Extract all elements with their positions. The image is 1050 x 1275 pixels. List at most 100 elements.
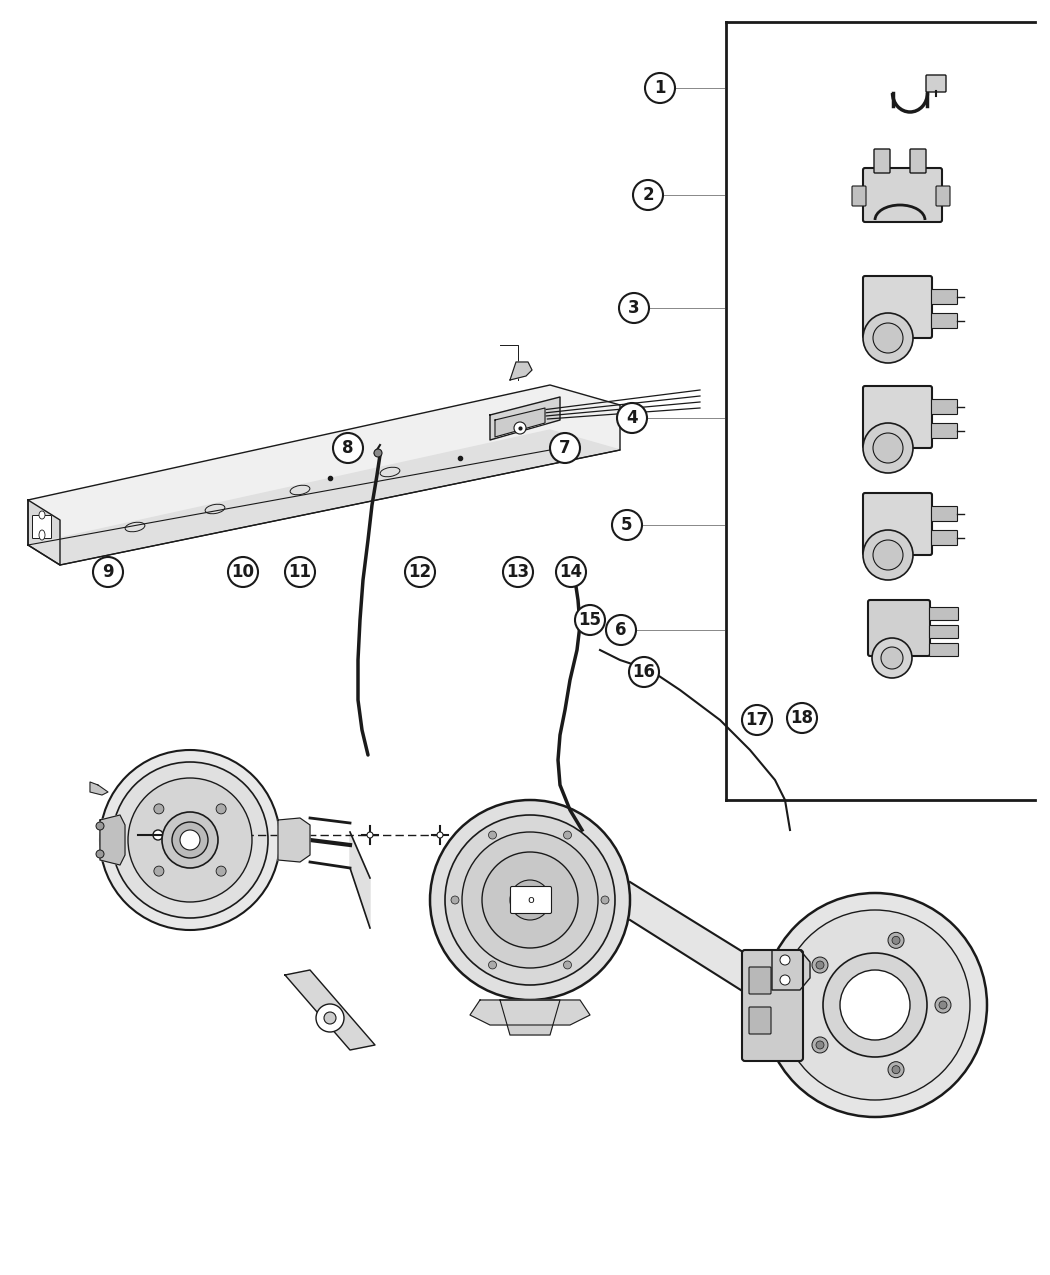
Circle shape (812, 958, 828, 973)
Text: 16: 16 (632, 663, 655, 681)
FancyBboxPatch shape (742, 950, 803, 1061)
FancyBboxPatch shape (929, 644, 959, 657)
Circle shape (100, 750, 280, 929)
FancyBboxPatch shape (910, 149, 926, 173)
Circle shape (452, 896, 459, 904)
Circle shape (488, 831, 497, 839)
Polygon shape (628, 882, 795, 983)
Circle shape (612, 510, 642, 541)
Circle shape (863, 530, 914, 580)
Circle shape (550, 434, 580, 463)
FancyBboxPatch shape (868, 601, 930, 657)
FancyBboxPatch shape (863, 386, 932, 448)
Circle shape (863, 423, 914, 473)
Circle shape (873, 541, 903, 570)
Circle shape (939, 1001, 947, 1009)
Circle shape (324, 1012, 336, 1024)
Circle shape (228, 557, 258, 586)
FancyBboxPatch shape (863, 493, 932, 555)
Circle shape (96, 850, 104, 858)
Circle shape (96, 822, 104, 830)
Circle shape (374, 449, 382, 456)
Text: 11: 11 (289, 564, 312, 581)
FancyBboxPatch shape (863, 168, 942, 222)
Circle shape (503, 557, 533, 586)
Circle shape (881, 646, 903, 669)
Polygon shape (278, 819, 310, 862)
Text: 1: 1 (654, 79, 666, 97)
Polygon shape (630, 882, 793, 1023)
Circle shape (788, 703, 817, 733)
Circle shape (180, 830, 200, 850)
Circle shape (606, 615, 636, 645)
Text: 15: 15 (579, 611, 602, 629)
Circle shape (445, 815, 615, 986)
FancyBboxPatch shape (931, 423, 958, 439)
Text: 5: 5 (622, 516, 633, 534)
Circle shape (172, 822, 208, 858)
Text: 9: 9 (102, 564, 113, 581)
Circle shape (162, 812, 218, 868)
FancyBboxPatch shape (931, 314, 958, 329)
Circle shape (216, 866, 226, 876)
Polygon shape (350, 833, 370, 928)
FancyBboxPatch shape (749, 966, 771, 995)
Circle shape (437, 833, 443, 838)
Text: 4: 4 (626, 409, 637, 427)
Ellipse shape (39, 511, 45, 519)
Polygon shape (28, 500, 60, 565)
Circle shape (153, 830, 163, 840)
Polygon shape (495, 408, 545, 437)
Circle shape (888, 932, 904, 949)
FancyBboxPatch shape (931, 530, 958, 546)
Polygon shape (28, 430, 620, 565)
Circle shape (823, 952, 927, 1057)
Circle shape (601, 896, 609, 904)
Circle shape (742, 705, 772, 734)
Circle shape (112, 762, 268, 918)
Polygon shape (772, 950, 810, 989)
Text: 10: 10 (231, 564, 254, 581)
Polygon shape (285, 970, 375, 1051)
Text: 17: 17 (746, 711, 769, 729)
FancyBboxPatch shape (863, 275, 932, 338)
Circle shape (514, 422, 526, 434)
Polygon shape (90, 782, 108, 796)
Circle shape (934, 997, 951, 1014)
Circle shape (780, 955, 790, 965)
Circle shape (873, 434, 903, 463)
FancyBboxPatch shape (931, 399, 958, 414)
Circle shape (863, 312, 914, 363)
Text: 18: 18 (791, 709, 814, 727)
Circle shape (462, 833, 598, 968)
Circle shape (812, 1037, 828, 1053)
Circle shape (93, 557, 123, 586)
Circle shape (780, 910, 970, 1100)
FancyBboxPatch shape (874, 149, 890, 173)
FancyBboxPatch shape (931, 289, 958, 305)
Circle shape (333, 434, 363, 463)
FancyBboxPatch shape (510, 886, 551, 913)
Text: 2: 2 (643, 186, 654, 204)
Circle shape (510, 880, 550, 921)
Polygon shape (500, 1000, 560, 1035)
Text: 13: 13 (506, 564, 529, 581)
Circle shape (892, 936, 900, 945)
Circle shape (154, 803, 164, 813)
Circle shape (840, 970, 910, 1040)
Circle shape (872, 638, 912, 678)
Circle shape (564, 961, 571, 969)
Text: 3: 3 (628, 300, 639, 317)
Circle shape (154, 866, 164, 876)
Text: 12: 12 (408, 564, 432, 581)
Circle shape (780, 975, 790, 986)
Text: 7: 7 (560, 439, 571, 456)
Text: o: o (527, 895, 534, 905)
Circle shape (128, 778, 252, 901)
Circle shape (888, 1062, 904, 1077)
Circle shape (816, 961, 824, 969)
Circle shape (405, 557, 435, 586)
Polygon shape (100, 815, 125, 864)
Circle shape (482, 852, 578, 949)
Text: 6: 6 (615, 621, 627, 639)
